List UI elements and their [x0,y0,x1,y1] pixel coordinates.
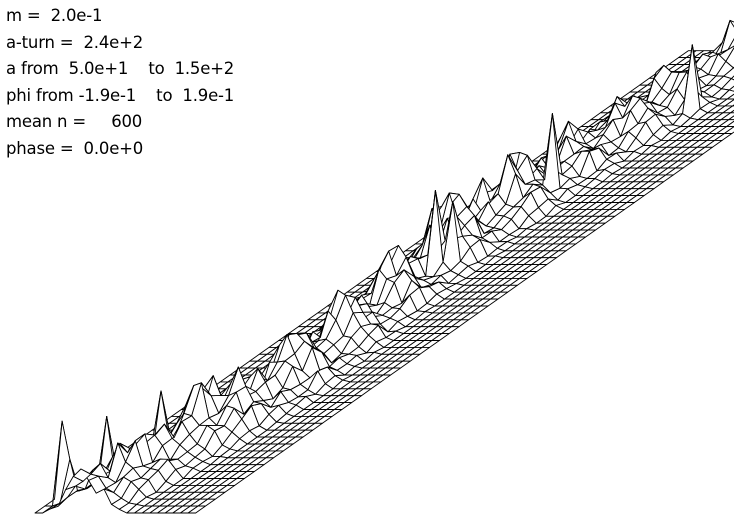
param-a-range: a from 5.0e+1 to 1.5e+2 [6,59,235,78]
parameter-panel: m = 2.0e-1 a-turn = 2.4e+2 a from 5.0e+1… [6,3,234,162]
surface-cell [34,505,53,514]
param-phi-range: phi from -1.9e-1 to 1.9e-1 [6,85,235,105]
param-mean-n: mean n = 600 [6,112,143,131]
param-m: m = 2.0e-1 [6,6,103,25]
surface-wireframe [34,19,734,514]
param-a-turn: a-turn = 2.4e+2 [6,32,144,52]
param-phase: phase = 0.0e+0 [6,138,144,158]
